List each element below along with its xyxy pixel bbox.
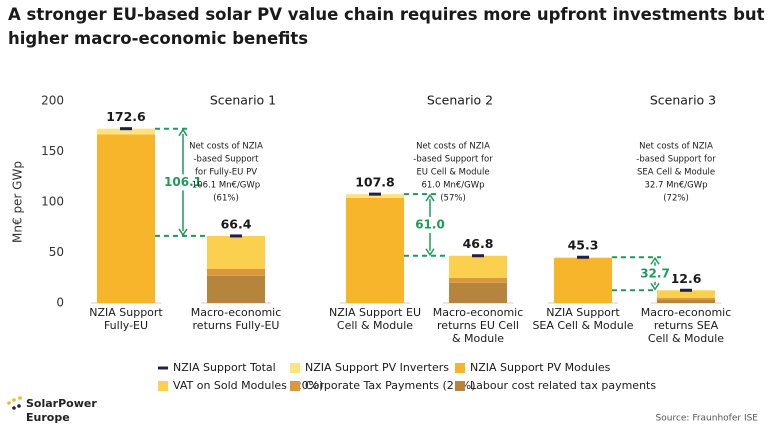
- legend-swatch: [158, 366, 168, 370]
- legend-label: Corporate Tax Payments (21%): [305, 379, 476, 392]
- total-marker: [120, 127, 132, 131]
- x-tick-label: returns SEA: [654, 319, 719, 332]
- difference-label: 61.0: [415, 217, 445, 231]
- x-tick-label: NZIA Support: [89, 306, 163, 319]
- bar-segment: [554, 258, 612, 303]
- net-cost-note: (72%): [663, 194, 689, 204]
- difference-label: 32.7: [640, 266, 670, 280]
- legend-swatch: [290, 363, 300, 373]
- net-cost-note: for Fully-EU PV: [195, 168, 257, 178]
- source: Source: Fraunhofer ISE: [656, 414, 759, 424]
- legend-swatch: [158, 381, 168, 391]
- diff-label-bg: [412, 216, 448, 233]
- value-label: 172.6: [106, 109, 146, 124]
- x-tick-label: Macro-economic: [191, 306, 282, 319]
- legend-label: NZIA Support PV Inverters: [305, 361, 449, 374]
- x-tick-label: Cell & Module: [337, 319, 413, 332]
- net-cost-note: Net costs of NZIA: [189, 142, 263, 152]
- net-cost-note: 106.1 Mn€/GWp: [192, 181, 260, 191]
- total-marker: [680, 288, 692, 292]
- bar-segment: [207, 235, 265, 269]
- total-marker: [230, 234, 242, 238]
- difference-label: 106.1: [164, 175, 202, 189]
- legend-label: NZIA Support Total: [173, 361, 276, 374]
- y-tick-label: 200: [41, 94, 64, 108]
- chart-title: higher macro-economic benefits: [8, 29, 308, 48]
- net-cost-note: SEA Cell & Module: [637, 168, 715, 178]
- total-marker: [472, 254, 484, 258]
- bar-segment: [207, 275, 265, 303]
- bar-segment: [657, 297, 715, 300]
- x-tick-label: Macro-economic: [433, 306, 524, 319]
- x-tick-label: Macro-economic: [641, 306, 732, 319]
- bar-segment: [97, 134, 155, 303]
- legend-label: Labour cost related tax payments: [470, 379, 656, 392]
- x-tick-label: & Module: [452, 332, 504, 345]
- logo-text: SolarPower: [26, 397, 97, 410]
- bar-segment: [97, 128, 155, 135]
- chart-title: A stronger EU-based solar PV value chain…: [8, 5, 768, 24]
- value-label: 66.4: [221, 216, 252, 231]
- arrow-head: [650, 282, 660, 291]
- net-cost-note: (57%): [440, 194, 466, 204]
- x-tick-label: NZIA Support EU: [329, 306, 421, 319]
- x-tick-label: Fully-EU: [104, 319, 148, 332]
- arrow-head: [178, 128, 188, 137]
- bar-segment: [449, 255, 507, 278]
- legend-swatch: [455, 381, 465, 391]
- net-cost-note: -based Support for: [636, 155, 716, 165]
- diff-label-bg: [165, 174, 201, 191]
- bar-segment: [207, 268, 265, 276]
- x-tick-label: Cell & Module: [648, 332, 724, 345]
- y-tick-label: 100: [41, 195, 64, 209]
- y-tick-label: 50: [49, 245, 64, 259]
- net-cost-note: 32.7 Mn€/GWp: [644, 181, 707, 191]
- bar-segment: [657, 290, 715, 298]
- bar-segment: [346, 194, 404, 198]
- legend-swatch: [455, 363, 465, 373]
- y-tick-label: 0: [56, 296, 64, 310]
- bar-segment: [449, 277, 507, 283]
- diff-label-bg: [637, 265, 673, 282]
- net-cost-note: (61%): [213, 194, 239, 204]
- legend-swatch: [290, 381, 300, 391]
- total-marker: [577, 255, 589, 259]
- arrow-head: [178, 228, 188, 237]
- logo-icon: [7, 396, 22, 410]
- x-tick-label: returns EU Cell: [437, 319, 519, 332]
- bar-segment: [346, 197, 404, 303]
- value-label: 12.6: [671, 271, 702, 286]
- bar-segment: [657, 299, 715, 303]
- net-cost-note: Net costs of NZIA: [416, 142, 490, 152]
- net-cost-note: -based Support: [193, 155, 259, 165]
- value-label: 45.3: [568, 238, 599, 253]
- total-marker: [369, 192, 381, 196]
- x-tick-label: SEA Cell & Module: [532, 319, 633, 332]
- arrow-head: [650, 256, 660, 265]
- scenario-label: Scenario 2: [427, 93, 493, 108]
- scenario-label: Scenario 1: [210, 93, 276, 108]
- x-tick-label: NZIA Support: [546, 306, 620, 319]
- scenario-label: Scenario 3: [650, 93, 716, 108]
- legend-label: NZIA Support PV Modules: [470, 361, 611, 374]
- net-cost-note: -based Support for: [413, 155, 493, 165]
- net-cost-note: Net costs of NZIA: [639, 142, 713, 152]
- net-cost-note: 61.0 Mn€/GWp: [421, 181, 484, 191]
- arrow-head: [425, 193, 435, 202]
- legend-label: VAT on Sold Modules (20%): [173, 379, 323, 392]
- y-tick-label: 150: [41, 144, 64, 158]
- arrow-head: [425, 248, 435, 257]
- x-tick-label: returns Fully-EU: [193, 319, 280, 332]
- logo-text: Europe: [26, 411, 70, 424]
- value-label: 107.8: [355, 175, 395, 190]
- value-label: 46.8: [463, 236, 494, 251]
- net-cost-note: EU Cell & Module: [416, 168, 489, 178]
- y-axis-label: Mn€ per GWp: [11, 161, 25, 243]
- bar-segment: [449, 282, 507, 303]
